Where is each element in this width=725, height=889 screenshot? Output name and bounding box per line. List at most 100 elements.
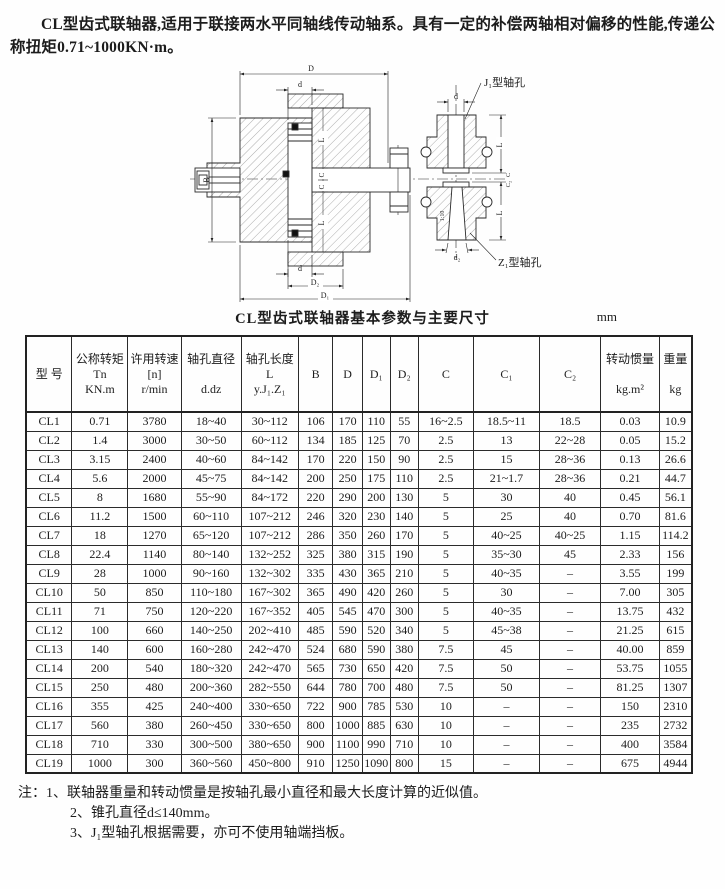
table-cell: CL18 <box>25 734 73 755</box>
table-cell: 130 <box>389 487 419 508</box>
table-cell: – <box>472 696 540 717</box>
table-cell: 210 <box>389 563 419 584</box>
column-header: 许用转速 [n] r/min <box>127 335 182 413</box>
table-cell: 700 <box>361 677 391 698</box>
table-cell: – <box>538 677 602 698</box>
table-cell: 140 <box>389 506 419 527</box>
table-cell: 28~36 <box>538 449 602 470</box>
column-header: 重量 kg <box>658 335 693 413</box>
table-cell: 710 <box>389 734 419 755</box>
table-cell: 1090 <box>361 753 391 774</box>
table-cell: 590 <box>332 620 363 641</box>
column-header: D <box>332 335 363 413</box>
right-view <box>420 85 493 258</box>
table-cell: 8 <box>71 487 129 508</box>
table-header: 型 号公称转矩 Tn KN.m 许用转速 [n] r/min 轴孔直径 d.dz 轴孔… <box>25 335 693 413</box>
table-cell: 22~28 <box>538 430 602 451</box>
table-cell: 2.5 <box>417 430 474 451</box>
dim-label-d-top: d <box>298 80 302 89</box>
table-cell: 405 <box>297 601 334 622</box>
table-cell: 1250 <box>332 753 363 774</box>
table-cell: 18~40 <box>180 411 242 432</box>
table-cell: 565 <box>297 658 334 679</box>
table-cell: 260 <box>361 525 391 546</box>
table-cell: 242~470 <box>240 658 299 679</box>
table-cell: 18.5~11 <box>472 411 540 432</box>
table-cell: 10.9 <box>658 411 693 432</box>
table-cell: 170 <box>332 411 363 432</box>
table-cell: 1.15 <box>600 525 660 546</box>
table-cell: 5 <box>417 601 474 622</box>
table-cell: 2.33 <box>600 544 660 565</box>
table-cell: 2000 <box>127 468 182 489</box>
dim-label-L-right-top: L <box>495 142 504 147</box>
table-title-row: CL型齿式联轴器基本参数与主要尺寸 mm <box>0 307 725 329</box>
table-cell: 785 <box>361 696 391 717</box>
table-row: CL16 355 425 240~400 330~650 722 900 785 530 10– –… <box>25 696 693 717</box>
page: { "intro": "CL型齿式联轴器,适用于联接两水平同轴线传动轴系。具有一… <box>0 13 725 889</box>
table-row: CL6 11.2 1500 60~110 107~212 246 320 230 140 5 25 4… <box>25 506 693 527</box>
table-cell: 242~470 <box>240 639 299 660</box>
table-cell: 84~142 <box>240 468 299 489</box>
table-cell: 170 <box>389 525 419 546</box>
z1-bore-label: Z₁型轴孔 <box>498 255 542 269</box>
table-cell: – <box>538 563 602 584</box>
table-cell: 400 <box>600 734 660 755</box>
table-row: CL13 140 600 160~280 242~470 524 680 590 380 7.5 4… <box>25 639 693 660</box>
table-cell: 900 <box>297 734 334 755</box>
note-text: 3、J₁型轴孔根据需要，亦可不使用轴端挡板。 <box>70 826 354 841</box>
table-row: CL3 3.15 2400 40~60 84~142 170 220 150 90 2.5 15 28… <box>25 449 693 470</box>
table-row: CL9 28 1000 90~160 132~302 335 430 365 210 5 40~35… <box>25 563 693 584</box>
table-cell: 200 <box>71 658 129 679</box>
table-cell: 202~410 <box>240 620 299 641</box>
table-cell: 380 <box>389 639 419 660</box>
column-header: B <box>297 335 334 413</box>
table-cell: 5 <box>417 506 474 527</box>
dim-label-C-right: C <box>505 173 512 177</box>
parameters-table: 型 号公称转矩 Tn KN.m 许用转速 [n] r/min 轴孔直径 d.dz 轴孔… <box>25 335 693 774</box>
table-cell: 470 <box>361 601 391 622</box>
table-cell: 230 <box>361 506 391 527</box>
technical-drawing: D d B L C C L d D₂ D₁ <box>190 64 542 302</box>
table-cell: 800 <box>389 753 419 774</box>
table-cell: 40 <box>538 487 602 508</box>
table-cell: 13.75 <box>600 601 660 622</box>
table-cell: 0.45 <box>600 487 660 508</box>
table-cell: 3000 <box>127 430 182 451</box>
table-cell: – <box>538 696 602 717</box>
table-cell: CL14 <box>25 658 73 679</box>
table-row: CL4 5.6 2000 45~75 84~142 200 250 175 110 2.5 21~1… <box>25 468 693 489</box>
table-cell: 250 <box>332 468 363 489</box>
table-cell: 5 <box>417 544 474 565</box>
table-cell: 21.25 <box>600 620 660 641</box>
table-cell: 40~60 <box>180 449 242 470</box>
table-cell: 885 <box>361 715 391 736</box>
table-cell: 110 <box>361 411 391 432</box>
dim-label-D1: D₁ <box>321 291 330 300</box>
table-cell: 200 <box>361 487 391 508</box>
table-cell: 430 <box>332 563 363 584</box>
table-cell: 45~38 <box>472 620 540 641</box>
column-header: 轴孔长度 L y.J₁.Z₁ <box>240 335 299 413</box>
table-row: CL8 22.4 1140 80~140 132~252 325 380 315 190 5 35~… <box>25 544 693 565</box>
table-cell: – <box>472 715 540 736</box>
j1-bore-label: J₁型轴孔 <box>484 75 525 89</box>
table-cell: 5 <box>417 563 474 584</box>
table-cell: 750 <box>127 601 182 622</box>
table-cell: 100 <box>71 620 129 641</box>
table-cell: 167~352 <box>240 601 299 622</box>
table-cell: 600 <box>127 639 182 660</box>
table-cell: 910 <box>297 753 334 774</box>
table-cell: 1500 <box>127 506 182 527</box>
table-cell: 290 <box>332 487 363 508</box>
table-cell: 180~320 <box>180 658 242 679</box>
table-title: CL型齿式联轴器基本参数与主要尺寸 <box>235 311 490 327</box>
table-cell: 1100 <box>332 734 363 755</box>
table-cell: 730 <box>332 658 363 679</box>
table-cell: 90~160 <box>180 563 242 584</box>
table-cell: 185 <box>332 430 363 451</box>
table-cell: 330~650 <box>240 696 299 717</box>
table-cell: – <box>538 582 602 603</box>
table-cell: 0.03 <box>600 411 660 432</box>
taper-label: 1:10 <box>440 211 446 222</box>
